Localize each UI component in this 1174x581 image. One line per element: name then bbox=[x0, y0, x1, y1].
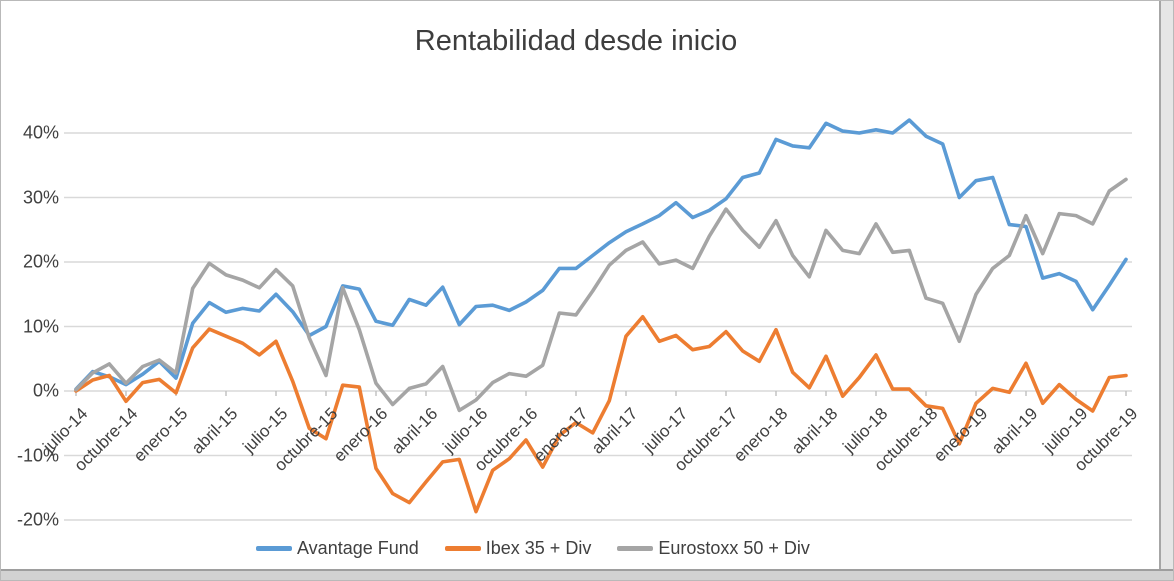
series-line-eurostoxx-50-div bbox=[74, 177, 1128, 413]
legend-swatch bbox=[444, 546, 481, 551]
y-axis-label: 0% bbox=[32, 380, 59, 401]
window-bottom-edge bbox=[1, 569, 1173, 580]
window-right-edge bbox=[1159, 1, 1173, 580]
y-axis-label: -20% bbox=[16, 509, 59, 530]
legend-label: Ibex 35 + Div bbox=[485, 538, 592, 558]
series-line-avantage-fund bbox=[74, 118, 1128, 391]
chart-title: Rentabilidad desde inicio bbox=[414, 25, 738, 57]
legend-swatch bbox=[256, 546, 292, 551]
legend-item-eurostoxx-50-div: Eurostoxx 50 + Div bbox=[617, 538, 810, 559]
legend-item-ibex-35-div: Ibex 35 + Div bbox=[444, 538, 592, 559]
y-axis-label: 20% bbox=[22, 251, 59, 272]
series-line-ibex-35-div bbox=[74, 314, 1128, 514]
legend-item-avantage-fund: Avantage Fund bbox=[256, 538, 419, 559]
y-axis-label: 40% bbox=[22, 122, 59, 143]
legend-swatch bbox=[617, 546, 654, 551]
y-axis-label: 30% bbox=[22, 187, 59, 207]
legend: Avantage Fund Ibex 35 + Div Eurostoxx 50 +… bbox=[256, 538, 836, 559]
legend-label: Avantage Fund bbox=[297, 538, 419, 558]
y-axis-label: 10% bbox=[22, 316, 59, 336]
y-axis-label: -10% bbox=[16, 445, 59, 465]
legend-label: Eurostoxx 50 + Div bbox=[658, 538, 810, 558]
